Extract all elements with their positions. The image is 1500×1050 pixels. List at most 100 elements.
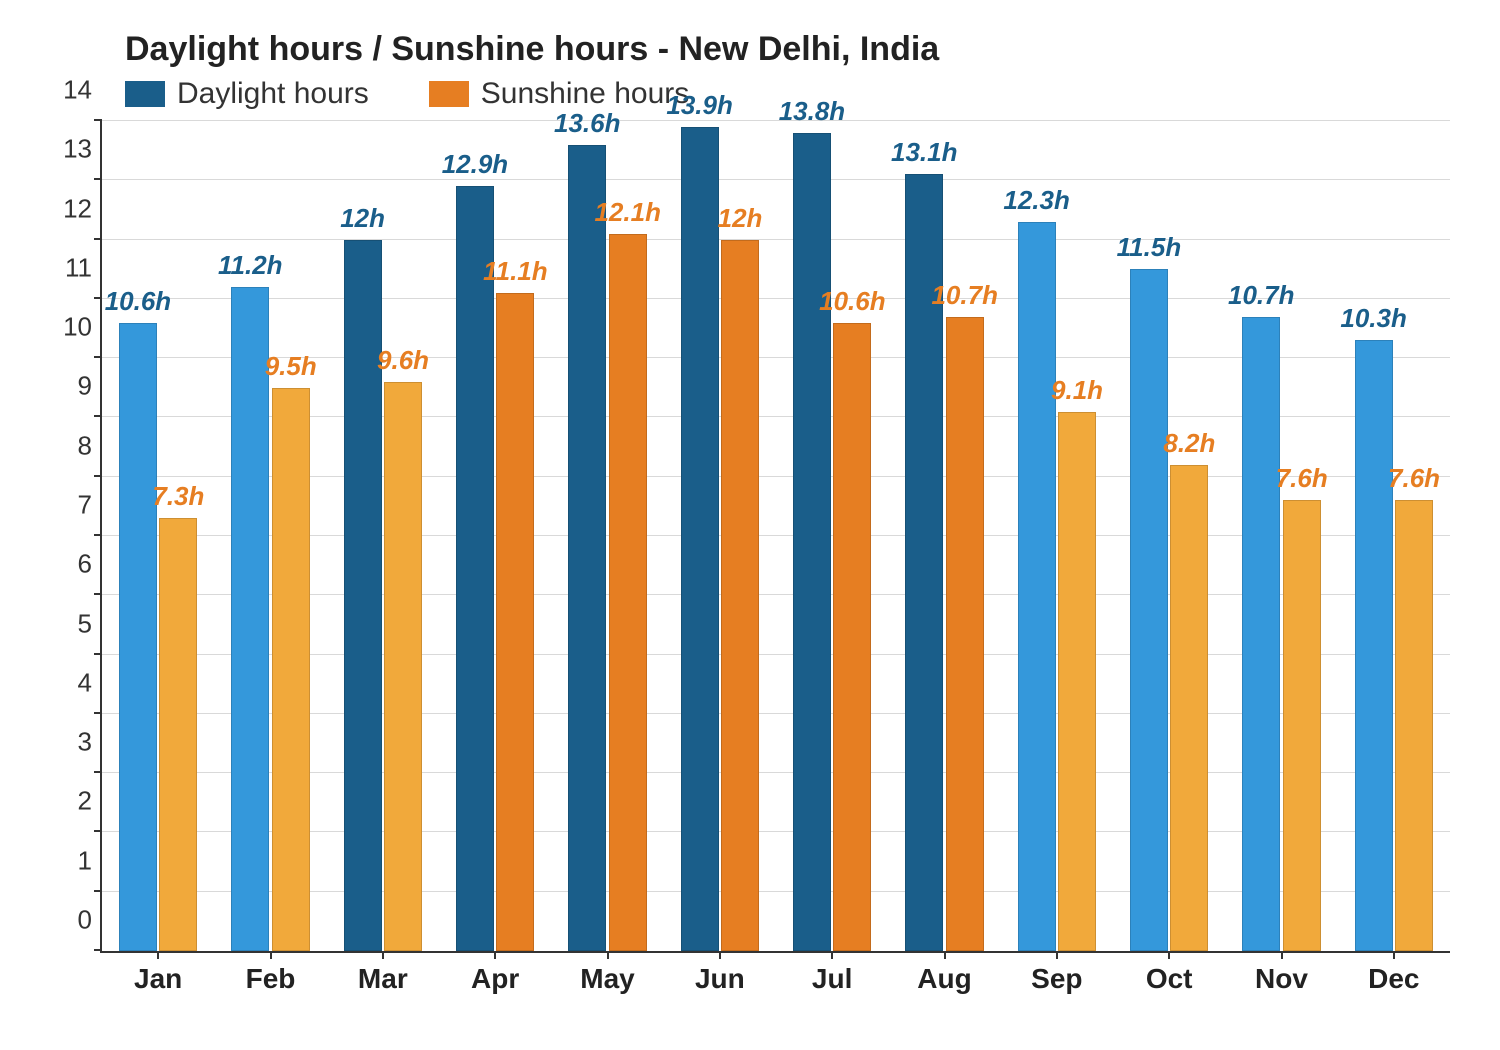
- xtick-label: Aug: [917, 951, 971, 995]
- bar-sunshine: [159, 518, 197, 951]
- xtick-label: Jan: [134, 951, 182, 995]
- bar-label-daylight: 10.7h: [1228, 280, 1295, 311]
- ytick-label: 10: [63, 312, 102, 343]
- bar-daylight: [1018, 222, 1056, 951]
- bar-label-daylight: 10.6h: [105, 286, 172, 317]
- ytick-label: 9: [78, 371, 102, 402]
- bar-label-daylight: 12h: [340, 203, 385, 234]
- xtick-label: Apr: [471, 951, 519, 995]
- bar-label-daylight: 13.6h: [554, 108, 621, 139]
- ytick-mark: [94, 475, 102, 477]
- bar-sunshine: [384, 382, 422, 951]
- ytick-mark: [94, 653, 102, 655]
- xtick-label: Mar: [358, 951, 408, 995]
- gridline: [102, 239, 1450, 240]
- ytick-label: 12: [63, 193, 102, 224]
- legend-swatch-sunshine: [429, 81, 469, 107]
- bar-daylight: [231, 287, 269, 951]
- ytick-mark: [94, 830, 102, 832]
- xtick-label: Jul: [812, 951, 852, 995]
- bar-label-sunshine: 9.6h: [377, 345, 429, 376]
- bar-label-sunshine: 9.5h: [265, 351, 317, 382]
- ytick-mark: [94, 712, 102, 714]
- ytick-label: 8: [78, 430, 102, 461]
- bar-sunshine: [272, 388, 310, 951]
- bar-label-sunshine: 7.6h: [1276, 463, 1328, 494]
- xtick-label: Oct: [1146, 951, 1193, 995]
- bar-label-daylight: 11.5h: [1117, 232, 1182, 263]
- bar-sunshine: [609, 234, 647, 951]
- ytick-label: 1: [78, 845, 102, 876]
- bar-label-sunshine: 9.1h: [1051, 375, 1103, 406]
- bar-daylight: [1242, 317, 1280, 951]
- bar-sunshine: [496, 293, 534, 951]
- legend-item-daylight: Daylight hours: [125, 77, 369, 111]
- plot-area: 01234567891011121314Jan10.6h7.3hFeb11.2h…: [100, 121, 1450, 953]
- bar-daylight: [1130, 269, 1168, 951]
- bar-label-daylight: 12.9h: [442, 149, 509, 180]
- ytick-label: 7: [78, 490, 102, 521]
- gridline: [102, 179, 1450, 180]
- xtick-label: May: [580, 951, 634, 995]
- bar-daylight: [1355, 340, 1393, 951]
- bar-daylight: [568, 145, 606, 951]
- ytick-label: 3: [78, 727, 102, 758]
- chart-title: Daylight hours / Sunshine hours - New De…: [125, 30, 1480, 69]
- bar-daylight: [681, 127, 719, 951]
- bar-sunshine: [1395, 500, 1433, 951]
- bar-daylight: [456, 186, 494, 951]
- xtick-label: Sep: [1031, 951, 1082, 995]
- bar-sunshine: [1058, 412, 1096, 952]
- ytick-mark: [94, 297, 102, 299]
- ytick-mark: [94, 356, 102, 358]
- bar-label-sunshine: 12.1h: [594, 197, 661, 228]
- ytick-label: 5: [78, 608, 102, 639]
- xtick-label: Jun: [695, 951, 745, 995]
- bar-label-sunshine: 10.7h: [931, 280, 998, 311]
- bar-label-sunshine: 8.2h: [1163, 428, 1215, 459]
- bar-label-daylight: 11.2h: [218, 250, 283, 281]
- bar-sunshine: [721, 240, 759, 951]
- bar-label-sunshine: 11.1h: [483, 256, 548, 287]
- bar-label-daylight: 10.3h: [1340, 303, 1407, 334]
- gridline: [102, 120, 1450, 121]
- bar-sunshine: [946, 317, 984, 951]
- ytick-mark: [94, 119, 102, 121]
- ytick-mark: [94, 415, 102, 417]
- xtick-label: Feb: [246, 951, 296, 995]
- bar-label-sunshine: 10.6h: [819, 286, 886, 317]
- bar-label-daylight: 13.8h: [779, 96, 846, 127]
- bar-daylight: [793, 133, 831, 951]
- xtick-label: Nov: [1255, 951, 1308, 995]
- ytick-label: 14: [63, 75, 102, 106]
- legend-item-sunshine: Sunshine hours: [429, 77, 689, 111]
- ytick-label: 4: [78, 667, 102, 698]
- bar-label-daylight: 12.3h: [1003, 185, 1070, 216]
- bar-sunshine: [1170, 465, 1208, 951]
- chart-container: Daylight hours / Sunshine hours - New De…: [0, 0, 1500, 1050]
- ytick-mark: [94, 890, 102, 892]
- ytick-label: 11: [65, 252, 102, 283]
- ytick-mark: [94, 771, 102, 773]
- legend-swatch-daylight: [125, 81, 165, 107]
- ytick-label: 2: [78, 786, 102, 817]
- ytick-label: 0: [78, 905, 102, 936]
- bar-label-daylight: 13.1h: [891, 137, 958, 168]
- ytick-mark: [94, 178, 102, 180]
- bar-label-sunshine: 12h: [718, 203, 763, 234]
- bar-daylight: [344, 240, 382, 951]
- bar-sunshine: [833, 323, 871, 951]
- bar-label-sunshine: 7.6h: [1388, 463, 1440, 494]
- ytick-label: 13: [63, 134, 102, 165]
- ytick-mark: [94, 238, 102, 240]
- xtick-label: Dec: [1368, 951, 1419, 995]
- ytick-mark: [94, 534, 102, 536]
- ytick-label: 6: [78, 549, 102, 580]
- legend-label-sunshine: Sunshine hours: [481, 77, 689, 111]
- bar-label-sunshine: 7.3h: [152, 481, 204, 512]
- bar-label-daylight: 13.9h: [666, 90, 733, 121]
- legend-label-daylight: Daylight hours: [177, 77, 369, 111]
- bar-daylight: [119, 323, 157, 951]
- ytick-mark: [94, 593, 102, 595]
- ytick-mark: [94, 949, 102, 951]
